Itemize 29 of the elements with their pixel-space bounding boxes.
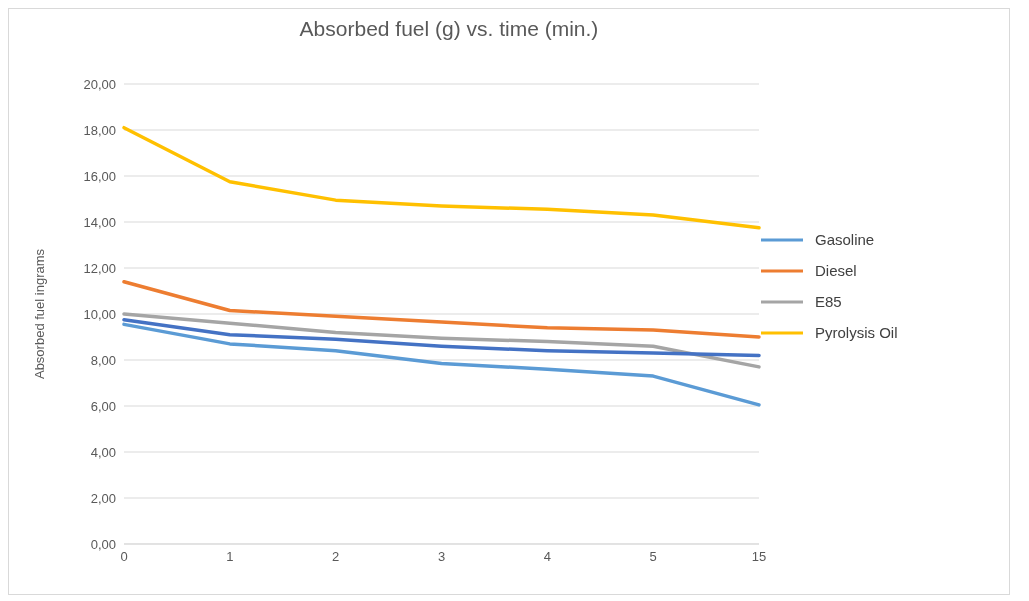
y-tick-label: 18,00 — [83, 122, 116, 138]
x-tick-label: 0 — [120, 549, 128, 565]
y-axis-title: Absorbed fuel ingrams — [31, 248, 47, 380]
y-tick-label: 12,00 — [83, 260, 116, 276]
x-tick-label: 2 — [332, 549, 340, 565]
y-tick-label: 8,00 — [90, 352, 116, 368]
x-tick-label: 3 — [437, 549, 446, 565]
line-series — [122, 322, 761, 407]
line-series — [122, 280, 761, 339]
y-tick-label: 2,00 — [90, 490, 116, 506]
legend-label: Gasoline — [815, 231, 875, 248]
y-tick-label: 6,00 — [90, 398, 116, 414]
y-tick-label: 0,00 — [90, 536, 116, 552]
line-series — [122, 318, 761, 358]
legend-label: Diesel — [815, 262, 857, 279]
x-tick-label: 4 — [543, 549, 551, 565]
x-tick-label: 1 — [226, 549, 234, 565]
line-series — [122, 312, 761, 369]
y-tick-label: 20,00 — [83, 76, 116, 92]
y-tick-label: 14,00 — [83, 214, 116, 230]
y-tick-label: 4,00 — [90, 444, 116, 460]
legend-label: E85 — [815, 293, 842, 310]
x-tick-label: 5 — [649, 549, 657, 565]
legend-label: Pyrolysis Oil — [815, 324, 898, 341]
y-tick-label: 10,00 — [83, 306, 116, 322]
y-tick-label: 16,00 — [83, 168, 116, 184]
x-tick-label: 15 — [751, 549, 767, 565]
line-series — [122, 125, 761, 230]
chart-title: Absorbed fuel (g) vs. time (min.) — [298, 17, 600, 41]
